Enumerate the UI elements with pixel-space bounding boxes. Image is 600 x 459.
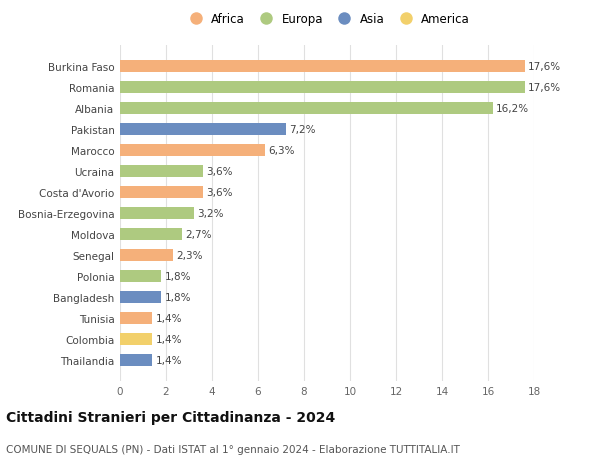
Bar	[120, 103, 493, 114]
Bar	[120, 207, 194, 219]
Bar	[120, 187, 203, 198]
Bar	[120, 82, 525, 94]
Text: 1,4%: 1,4%	[155, 334, 182, 344]
Bar	[120, 333, 152, 345]
Text: 1,4%: 1,4%	[155, 313, 182, 323]
Text: 1,8%: 1,8%	[165, 271, 191, 281]
Legend: Africa, Europa, Asia, America: Africa, Europa, Asia, America	[179, 8, 475, 31]
Text: 17,6%: 17,6%	[528, 83, 562, 93]
Text: 1,4%: 1,4%	[155, 355, 182, 365]
Bar	[120, 145, 265, 157]
Text: 7,2%: 7,2%	[289, 125, 316, 134]
Text: COMUNE DI SEQUALS (PN) - Dati ISTAT al 1° gennaio 2024 - Elaborazione TUTTITALIA: COMUNE DI SEQUALS (PN) - Dati ISTAT al 1…	[6, 444, 460, 454]
Text: 3,6%: 3,6%	[206, 167, 233, 177]
Bar	[120, 166, 203, 177]
Bar	[120, 124, 286, 135]
Bar	[120, 291, 161, 303]
Bar	[120, 313, 152, 324]
Bar	[120, 229, 182, 240]
Bar	[120, 270, 161, 282]
Text: 3,6%: 3,6%	[206, 188, 233, 197]
Text: 2,3%: 2,3%	[176, 250, 203, 260]
Text: 1,8%: 1,8%	[165, 292, 191, 302]
Bar	[120, 250, 173, 261]
Bar	[120, 61, 525, 73]
Bar	[120, 354, 152, 366]
Text: Cittadini Stranieri per Cittadinanza - 2024: Cittadini Stranieri per Cittadinanza - 2…	[6, 411, 335, 425]
Text: 17,6%: 17,6%	[528, 62, 562, 72]
Text: 6,3%: 6,3%	[268, 146, 295, 156]
Text: 3,2%: 3,2%	[197, 208, 224, 218]
Text: 16,2%: 16,2%	[496, 104, 529, 114]
Text: 2,7%: 2,7%	[185, 230, 212, 239]
